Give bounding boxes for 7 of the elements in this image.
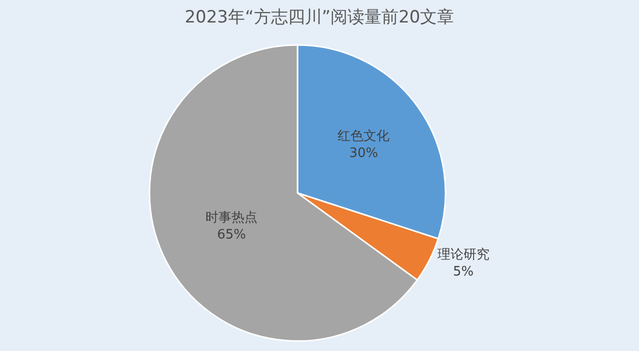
data-label: 65% bbox=[217, 228, 246, 243]
data-label: 30% bbox=[349, 146, 378, 161]
chart-title: 2023年“方志四川”阅读量前20文章 bbox=[184, 7, 454, 28]
slice-label: 理论研究 bbox=[437, 248, 490, 263]
slice-label: 时事热点 bbox=[206, 210, 258, 226]
data-label: 5% bbox=[453, 264, 474, 280]
slice-label: 红色文化 bbox=[338, 128, 390, 144]
